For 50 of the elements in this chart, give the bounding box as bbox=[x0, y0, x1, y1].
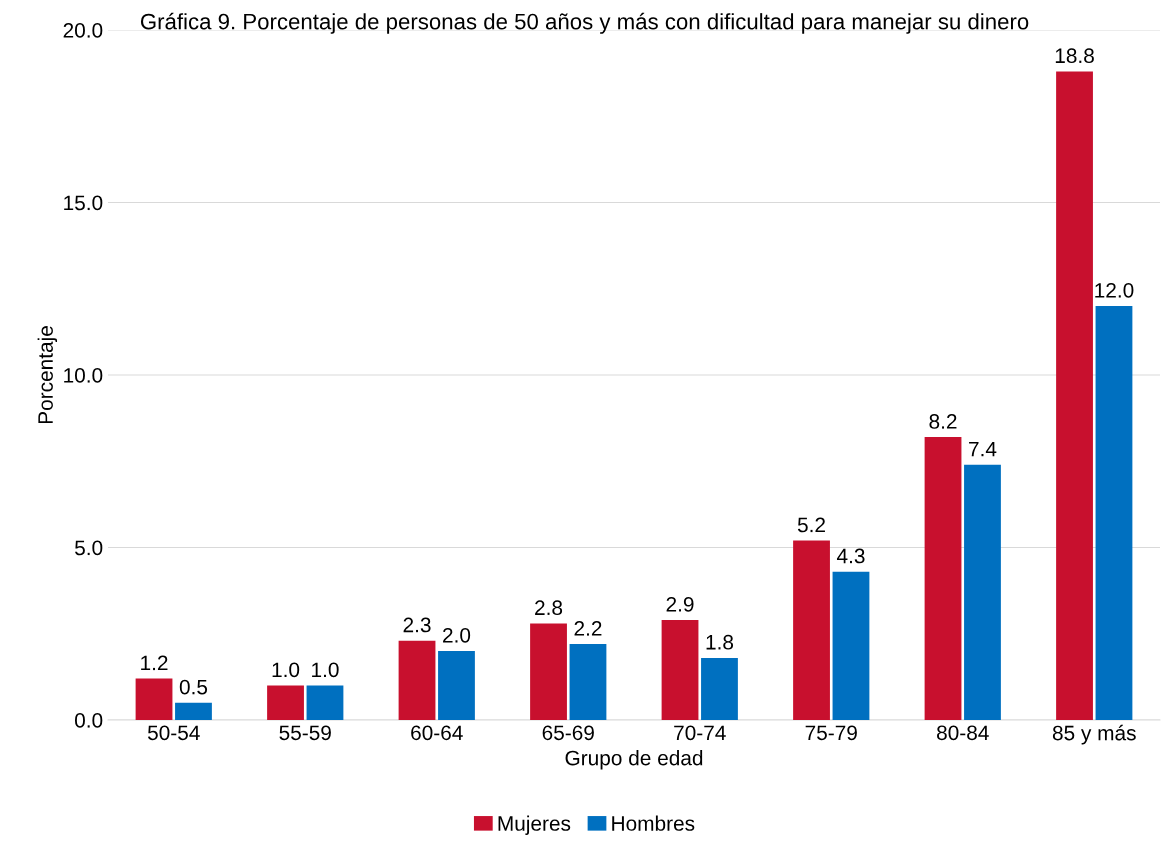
bar bbox=[1056, 71, 1093, 720]
data-label: 2.3 bbox=[403, 617, 431, 633]
y-tick-label: 0.0 bbox=[74, 713, 103, 728]
data-label: 12.0 bbox=[1095, 282, 1134, 298]
y-tick-label: 10.0 bbox=[64, 368, 103, 383]
y-tick-label: 15.0 bbox=[64, 195, 103, 211]
bar bbox=[135, 678, 173, 720]
x-tick-label: 70-74 bbox=[674, 725, 726, 741]
x-tick-label: 80-84 bbox=[937, 725, 989, 741]
bar bbox=[701, 657, 738, 720]
data-label: 1.0 bbox=[312, 662, 339, 678]
data-label: 2.9 bbox=[666, 596, 694, 612]
data-label: 0.5 bbox=[179, 679, 208, 695]
bar bbox=[530, 623, 567, 720]
data-label: 2.2 bbox=[574, 621, 602, 636]
bar bbox=[1095, 306, 1133, 720]
x-tick-label: 55-59 bbox=[279, 725, 331, 741]
bar bbox=[175, 702, 212, 720]
bar bbox=[306, 685, 344, 720]
y-tick-label: 5.0 bbox=[75, 540, 103, 556]
bar bbox=[924, 437, 962, 720]
bar bbox=[267, 685, 304, 720]
y-axis-title: Porcentaje bbox=[37, 326, 58, 424]
chart-title: Gráfica 9. Porcentaje de personas de 50 años y más con dificultad para manejar su dinero bbox=[140, 12, 1029, 34]
x-tick-label: 65-69 bbox=[542, 725, 594, 741]
data-label: 4.3 bbox=[836, 548, 865, 564]
bar bbox=[398, 640, 436, 720]
bar bbox=[569, 644, 607, 720]
data-label: 1.8 bbox=[706, 634, 734, 650]
data-label: 1.0 bbox=[272, 662, 300, 678]
x-tick-label: 60-64 bbox=[411, 725, 463, 741]
bar bbox=[832, 571, 870, 720]
x-tick-label: 85 y más bbox=[1052, 724, 1136, 745]
data-label: 8.2 bbox=[929, 414, 957, 429]
x-tick-label: 50-54 bbox=[147, 725, 200, 741]
x-axis-title: Grupo de edad bbox=[565, 750, 703, 770]
data-label: 5.2 bbox=[797, 517, 825, 533]
bar bbox=[661, 619, 699, 720]
x-tick-label: 75-79 bbox=[805, 725, 857, 741]
data-label: 2.0 bbox=[443, 627, 471, 643]
bar bbox=[964, 464, 1001, 720]
data-label: 1.2 bbox=[141, 655, 168, 671]
bar bbox=[793, 540, 830, 720]
bar bbox=[438, 651, 475, 720]
data-label: 7.4 bbox=[969, 441, 997, 457]
y-tick-label: 20.0 bbox=[63, 23, 103, 38]
legend-label: Hombres bbox=[612, 815, 695, 831]
legend-label: Mujeres bbox=[498, 815, 571, 835]
data-label: 2.8 bbox=[535, 600, 563, 616]
data-label: 18.8 bbox=[1055, 48, 1094, 64]
